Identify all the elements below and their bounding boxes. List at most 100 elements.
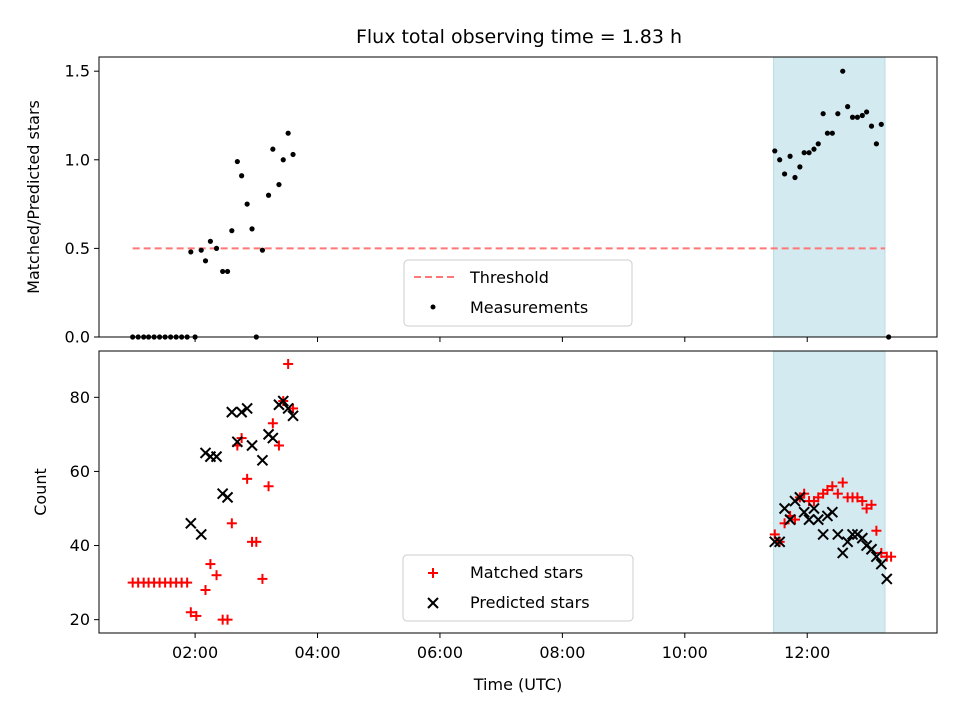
predicted-star-point (287, 410, 299, 422)
observing-window-shade (773, 56, 886, 338)
measurement-point (801, 150, 807, 156)
predicted-star-point (235, 406, 248, 418)
legend-box-bottom (402, 554, 634, 622)
predicted-star-point (803, 513, 815, 526)
predicted-star-point-b (221, 491, 234, 504)
predicted-star-point (875, 558, 888, 570)
predicted-star-point (784, 513, 796, 526)
matched-star-point (871, 525, 882, 536)
measurement-point (811, 146, 817, 152)
legend-matched-label: Matched stars (470, 563, 583, 582)
x-tick-label: 04:00 (294, 643, 340, 662)
y-tick-label: 1.0 (65, 150, 90, 169)
matched-star-point (185, 607, 196, 618)
predicted-star-point (841, 536, 854, 548)
measurement-point (265, 192, 272, 198)
measurement-point (829, 130, 835, 136)
predicted-star-point (210, 450, 223, 463)
predicted-star-point-b (210, 450, 223, 463)
matched-star-point (837, 477, 848, 488)
predicted-star-point (778, 502, 791, 515)
matched-star-point (283, 358, 294, 369)
x-ticks-bottom: 02:00 04:00 06:00 08:00 10:00 12:00 (172, 633, 830, 662)
predicted-star-point (231, 436, 244, 448)
measurement-point (220, 268, 226, 275)
measurement-point (797, 164, 803, 170)
measurement-point (787, 153, 793, 159)
predicted-star-point (195, 528, 207, 541)
measurement-point (777, 157, 783, 163)
matched-star-point (205, 559, 216, 570)
predicted-star-point (881, 573, 893, 585)
predicted-star-point-b (856, 532, 869, 544)
predicted-star-point-b (812, 513, 824, 526)
matched-star-point (182, 577, 193, 588)
predicted-star-point-b (277, 395, 289, 407)
measurement-point (864, 109, 870, 115)
measurement-point (290, 151, 296, 158)
predicted-star-point (241, 402, 253, 415)
predicted-star-point (870, 550, 883, 563)
matched-star-point (866, 499, 877, 510)
predicted-star-point-b (185, 517, 197, 530)
measurement-point (878, 121, 884, 127)
matched-star-point (200, 585, 211, 596)
matched-star-point (267, 418, 278, 429)
predicted-star-point-b (778, 502, 791, 515)
matched-star-point (191, 610, 202, 621)
measurement-point (229, 228, 235, 234)
measurement-point (820, 111, 826, 117)
predicted-star-point-b (870, 550, 883, 563)
predicted-star-point-b (803, 513, 815, 526)
measurement-point (188, 249, 194, 255)
measurement-point (244, 201, 250, 207)
predicted-star-point (769, 536, 781, 548)
predicted-star-point-b (837, 547, 849, 559)
predicted-star-point-b (865, 543, 878, 555)
x-tick-label: 08:00 (539, 643, 585, 662)
predicted-star-point (808, 502, 820, 515)
predicted-star-point (865, 543, 878, 555)
y-axis-label-bottom: Count (31, 468, 50, 516)
predicted-star-point-b (235, 406, 248, 418)
predicted-star-point (282, 402, 294, 415)
measurement-point (270, 146, 276, 152)
legend-top: Threshold Measurements (403, 259, 633, 327)
x-tick-label: 02:00 (172, 643, 218, 662)
x-tick-label: 06:00 (417, 643, 463, 662)
measurement-point (276, 181, 282, 188)
predicted-star-point (277, 395, 289, 407)
y-tick-label: 60 (70, 462, 90, 481)
measurement-point (280, 157, 286, 163)
matched-star-point (251, 536, 262, 547)
y-tick-label: 20 (70, 610, 90, 629)
measurement-point (824, 130, 831, 136)
measurement-point (840, 68, 846, 74)
matched-star-point (257, 573, 268, 584)
predicted-star-point (246, 439, 258, 452)
predicted-star-point-b (226, 406, 238, 418)
measurement-point (239, 173, 245, 179)
predicted-star-point-b (841, 536, 854, 548)
predicted-star-point-b (798, 506, 810, 518)
measurement-point (849, 114, 856, 120)
predicted-star-point (817, 528, 829, 541)
measurement-point (207, 238, 214, 244)
y-axis-label-top: Matched/Predicted stars (24, 100, 43, 294)
legend-measurements-label: Measurements (470, 298, 588, 317)
legend-box-top (403, 259, 633, 327)
predicted-star-point (221, 491, 234, 504)
measurement-point (868, 123, 875, 129)
matched-star-point (857, 496, 868, 507)
y-tick-label: 0.5 (65, 239, 90, 258)
measurement-point (224, 268, 231, 275)
axes-frame-bottom (98, 350, 938, 634)
measurement-point (815, 141, 821, 147)
measurement-point (781, 171, 788, 177)
predicted-star-point-b (195, 528, 207, 541)
axes-frame-top (98, 56, 938, 338)
matched-star-point (263, 481, 274, 492)
legend-plus-marker (428, 568, 438, 578)
measurement-point (259, 247, 266, 253)
measurement-point (854, 114, 861, 120)
